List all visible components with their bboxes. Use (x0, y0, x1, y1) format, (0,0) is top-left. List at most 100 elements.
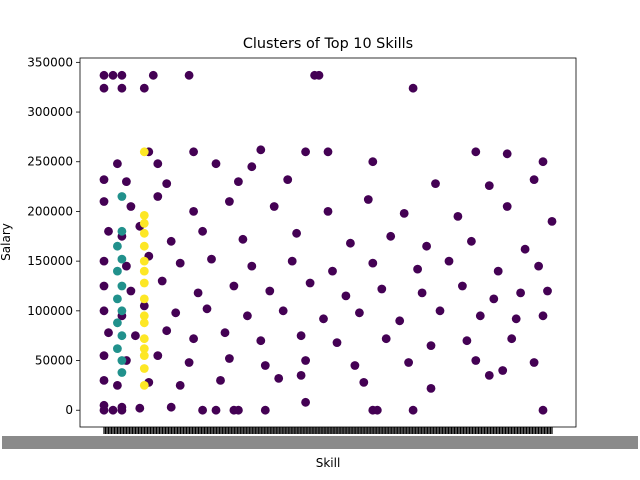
data-point (139, 311, 149, 321)
data-point (234, 177, 243, 187)
data-point (328, 266, 337, 276)
data-point (484, 371, 494, 380)
y-tick-label: 100000 (27, 304, 73, 318)
data-point (139, 241, 149, 251)
data-point (363, 195, 373, 204)
data-point (404, 358, 413, 367)
data-point (301, 356, 310, 365)
data-point (314, 70, 324, 80)
data-point (211, 405, 221, 415)
x-axis-ticks (2, 427, 638, 449)
data-point (260, 405, 270, 415)
data-point (135, 403, 145, 413)
data-point (471, 147, 481, 157)
x-tick-labels-overlap (2, 436, 638, 449)
y-tick-label: 250000 (27, 155, 73, 169)
data-point (265, 286, 275, 296)
data-point (189, 147, 199, 157)
data-point (117, 368, 127, 377)
y-tick-label: 300000 (27, 105, 73, 119)
data-point (417, 288, 427, 298)
data-point (296, 371, 306, 380)
data-point (520, 244, 530, 254)
data-point (462, 336, 472, 346)
data-point (117, 356, 127, 365)
data-point (113, 381, 122, 390)
data-point (166, 402, 176, 412)
data-point (153, 351, 163, 360)
data-point (139, 301, 149, 311)
data-point (408, 405, 418, 415)
data-point (207, 254, 216, 264)
data-point (139, 219, 149, 228)
data-point (319, 314, 328, 324)
y-tick-label: 0 (65, 403, 73, 417)
data-point (153, 192, 163, 201)
data-point (372, 405, 382, 415)
data-point (113, 318, 122, 328)
data-point (377, 284, 387, 294)
data-point (139, 351, 149, 360)
data-point (413, 264, 422, 274)
data-point (139, 147, 149, 157)
data-point (139, 278, 149, 288)
data-point (117, 226, 127, 236)
data-point (153, 159, 163, 169)
data-point (139, 83, 149, 93)
data-point (113, 241, 122, 251)
plot-frame (79, 57, 577, 428)
data-point (287, 256, 297, 266)
x-axis-label: Skill (316, 456, 341, 470)
data-point (458, 281, 467, 291)
data-point (99, 376, 109, 385)
data-point (493, 266, 503, 276)
data-point (117, 306, 127, 316)
data-point (444, 256, 454, 266)
data-point (386, 231, 396, 241)
data-point (139, 256, 149, 266)
data-point (99, 197, 109, 206)
data-point (502, 149, 512, 159)
data-point (139, 318, 149, 328)
y-tick-label: 350000 (27, 55, 73, 69)
data-point (131, 331, 140, 341)
data-point (117, 402, 127, 412)
data-point (189, 334, 199, 344)
data-point (399, 209, 409, 218)
data-point (475, 311, 485, 321)
data-point (104, 328, 113, 338)
data-point (99, 400, 109, 410)
data-point (534, 261, 543, 271)
data-point (193, 288, 203, 298)
data-point (247, 261, 257, 271)
data-point (426, 341, 436, 350)
data-point (408, 83, 418, 93)
data-point (296, 331, 306, 341)
data-point (225, 197, 234, 206)
data-point (529, 175, 539, 185)
data-point (395, 316, 405, 326)
data-point (175, 381, 185, 390)
data-point (139, 381, 149, 390)
data-point (471, 356, 481, 365)
data-point (184, 358, 194, 367)
data-point (511, 314, 521, 324)
data-point (381, 334, 391, 344)
data-point (489, 294, 499, 304)
data-point (117, 331, 127, 341)
data-point (126, 286, 136, 296)
data-point (117, 83, 127, 93)
data-point (202, 304, 212, 314)
data-point (108, 70, 118, 80)
data-point (139, 294, 149, 304)
data-point (122, 261, 131, 271)
data-point (243, 311, 252, 321)
data-point (368, 258, 378, 268)
data-point (99, 351, 109, 360)
data-point (301, 397, 310, 407)
data-point (260, 361, 270, 370)
data-point (171, 308, 181, 318)
data-point (139, 228, 149, 238)
data-point (453, 212, 463, 221)
